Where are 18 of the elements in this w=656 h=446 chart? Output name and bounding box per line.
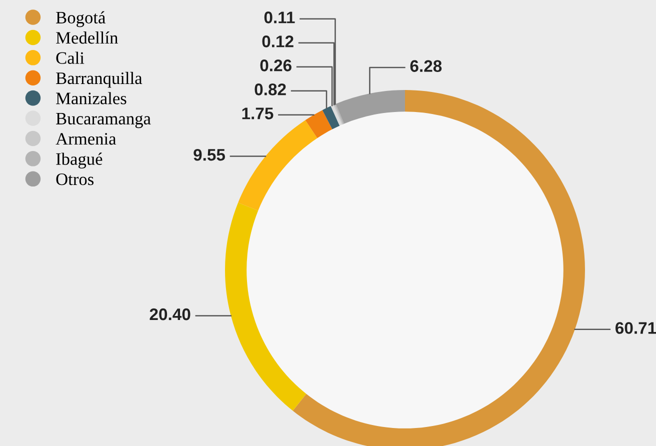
legend-label: Medellín [56, 31, 118, 44]
legend-label: Bogotá [56, 11, 106, 28]
data-label: 6.28 [410, 60, 442, 72]
data-label: 0.82 [254, 84, 286, 96]
legend-label: Otros [56, 173, 94, 186]
data-label: 1.75 [242, 108, 274, 120]
legend-label: Bucaramanga [56, 112, 151, 128]
legend-label: Cali [56, 52, 84, 64]
data-label: 60.71 [616, 322, 656, 334]
legend-label: Ibagué [56, 152, 102, 168]
legend-label: Barranquilla [56, 72, 142, 88]
data-label: 0.26 [260, 60, 292, 72]
legend-label: Armenia [56, 133, 116, 145]
data-label: 0.12 [262, 36, 294, 48]
legend-label: Manizales [56, 92, 126, 104]
data-label: 20.40 [150, 308, 190, 320]
data-label: 0.11 [264, 12, 295, 24]
data-label: 9.55 [194, 148, 226, 161]
